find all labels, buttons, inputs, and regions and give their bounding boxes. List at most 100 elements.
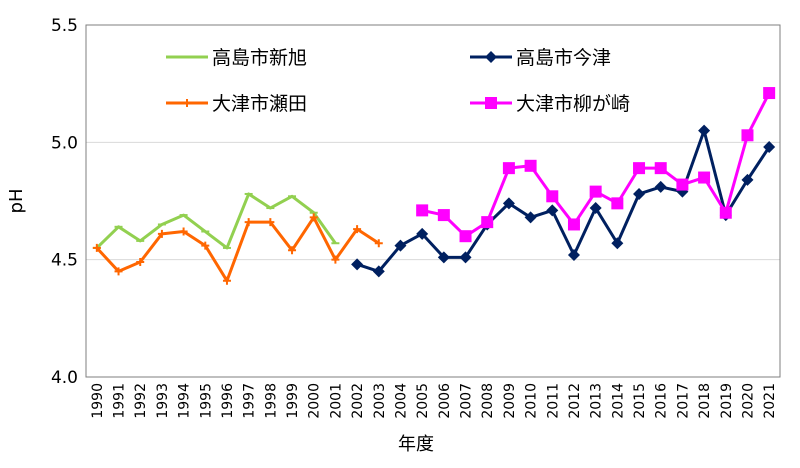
x-axis-title: 年度 <box>398 434 434 455</box>
x-tick-label: 2012 <box>567 383 583 419</box>
x-tick-label: 2001 <box>328 383 344 419</box>
legend-label: 高島市今津 <box>516 47 611 69</box>
x-tick-label: 2002 <box>350 383 366 419</box>
data-point <box>266 218 275 227</box>
data-point <box>741 173 754 186</box>
x-tick-label: 2006 <box>437 383 453 419</box>
x-tick-label: 1990 <box>90 383 106 419</box>
gridlines <box>86 141 780 261</box>
x-tick-label: 2016 <box>654 383 670 419</box>
legend-item: 高島市新旭 <box>166 47 307 69</box>
data-point <box>546 190 559 203</box>
x-tick-label: 1999 <box>285 383 301 419</box>
x-tick-label: 1992 <box>133 383 149 419</box>
x-tick-label: 1997 <box>242 383 258 419</box>
x-tick-label: 1998 <box>263 383 279 419</box>
data-point <box>353 225 362 234</box>
x-tick-label: 2011 <box>545 383 561 419</box>
data-point <box>459 230 472 243</box>
data-point <box>502 162 515 175</box>
data-point <box>763 87 776 100</box>
x-tick-label: 2009 <box>502 383 518 419</box>
data-point <box>589 202 602 215</box>
x-tick-label: 2019 <box>719 383 735 419</box>
series-group <box>416 87 776 243</box>
x-tick-label: 2017 <box>675 383 691 419</box>
data-point <box>372 265 385 278</box>
series-line <box>356 129 771 273</box>
data-point <box>179 227 188 236</box>
data-point <box>157 229 166 238</box>
x-tick-label: 2000 <box>307 383 323 419</box>
data-point <box>416 204 429 217</box>
legend-marker <box>485 97 497 109</box>
y-tick-label: 4.0 <box>51 368 78 388</box>
legend-item: 高島市今津 <box>470 47 611 69</box>
series-group <box>351 124 776 278</box>
y-axis-title: pH <box>6 189 27 214</box>
series-line <box>95 215 380 283</box>
plot-area <box>85 24 781 378</box>
x-tick-label: 1993 <box>155 383 171 419</box>
y-tick-label: 5.5 <box>51 16 78 36</box>
x-tick-label: 2004 <box>393 383 409 419</box>
data-point <box>437 209 450 222</box>
x-tick-label: 2003 <box>372 383 388 419</box>
y-tick-label: 5.0 <box>51 133 78 153</box>
data-point <box>611 197 624 210</box>
x-tick-label: 2005 <box>415 383 431 419</box>
legend-item: 大津市柳が崎 <box>470 93 630 115</box>
data-point <box>244 218 253 227</box>
data-point <box>481 216 494 229</box>
data-point <box>741 129 754 142</box>
x-tick-label: 2020 <box>740 383 756 419</box>
data-point <box>222 276 231 285</box>
data-point <box>416 227 429 240</box>
y-axis-ticks: 4.0 4.5 5.0 5.5 <box>51 16 78 388</box>
data-point <box>698 171 711 184</box>
data-point <box>351 258 364 271</box>
legend-label: 大津市柳が崎 <box>516 93 630 115</box>
data-point <box>654 162 667 175</box>
data-point <box>611 237 624 250</box>
series-layer <box>92 87 776 285</box>
data-point <box>201 241 210 250</box>
data-point <box>309 213 318 222</box>
data-point <box>288 246 297 255</box>
legend-marker <box>183 99 191 107</box>
data-point <box>524 159 537 172</box>
data-point <box>719 206 732 219</box>
data-point <box>524 211 537 224</box>
y-tick-label: 4.5 <box>51 251 78 271</box>
data-point <box>676 178 689 191</box>
data-point <box>633 162 646 175</box>
x-tick-label: 2008 <box>480 383 496 419</box>
data-point <box>136 258 145 267</box>
x-tick-label: 2010 <box>524 383 540 419</box>
data-point <box>502 197 515 210</box>
x-tick-label: 2013 <box>589 383 605 419</box>
series-group <box>92 192 340 250</box>
x-tick-label: 1996 <box>220 383 236 419</box>
data-point <box>394 239 407 252</box>
x-axis-ticks: 1990 1991 1992 1993 1994 1995 1996 1997 1998 1999… <box>90 383 778 419</box>
x-tick-label: 1995 <box>198 383 214 419</box>
data-point <box>546 204 559 217</box>
series-group <box>92 213 383 285</box>
data-point <box>567 218 580 231</box>
data-point <box>567 248 580 261</box>
legend-label: 大津市瀬田 <box>212 93 307 115</box>
data-point <box>374 239 383 248</box>
legend-item: 大津市瀬田 <box>166 93 307 115</box>
data-point <box>114 267 123 276</box>
x-tick-label: 2014 <box>610 383 626 419</box>
x-tick-label: 1994 <box>177 383 193 419</box>
data-point <box>698 124 711 137</box>
data-point <box>763 141 776 154</box>
x-tick-label: 2007 <box>459 383 475 419</box>
data-point <box>437 251 450 264</box>
data-point <box>92 243 101 252</box>
